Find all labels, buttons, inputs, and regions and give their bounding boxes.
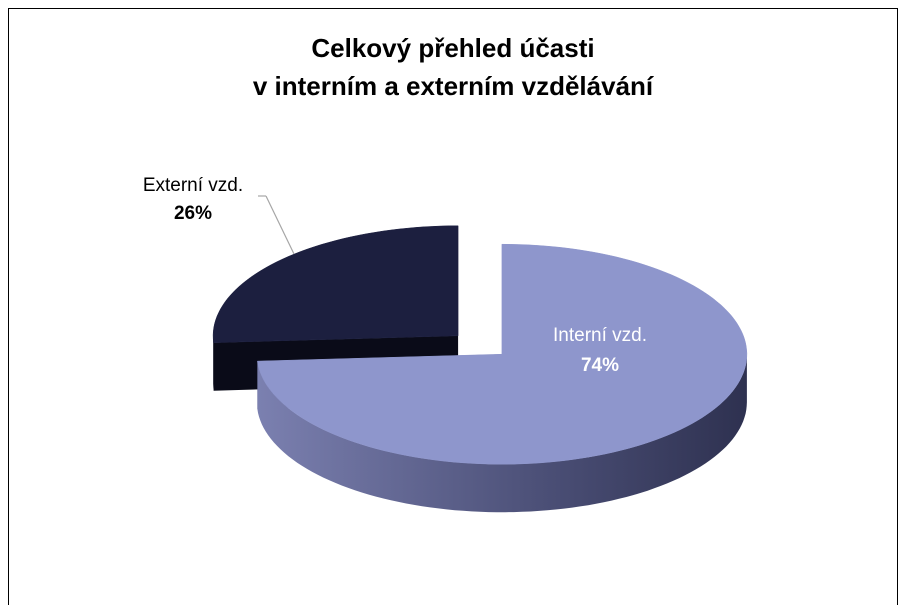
slice-value-label: 74% [581, 355, 619, 376]
slice-label: Interní vzd. [553, 325, 647, 346]
chart-title: v interním a externím vzdělávání [253, 71, 654, 101]
slice-side [257, 354, 747, 513]
slice-side [213, 335, 214, 391]
slice-label: Externí vzd. [143, 175, 243, 196]
slice-value-label: 26% [174, 203, 212, 224]
slice [257, 243, 748, 465]
slice [212, 225, 459, 343]
pie [212, 225, 748, 513]
chart-title: Celkový přehled účasti [311, 33, 594, 63]
leader-line [265, 195, 295, 255]
